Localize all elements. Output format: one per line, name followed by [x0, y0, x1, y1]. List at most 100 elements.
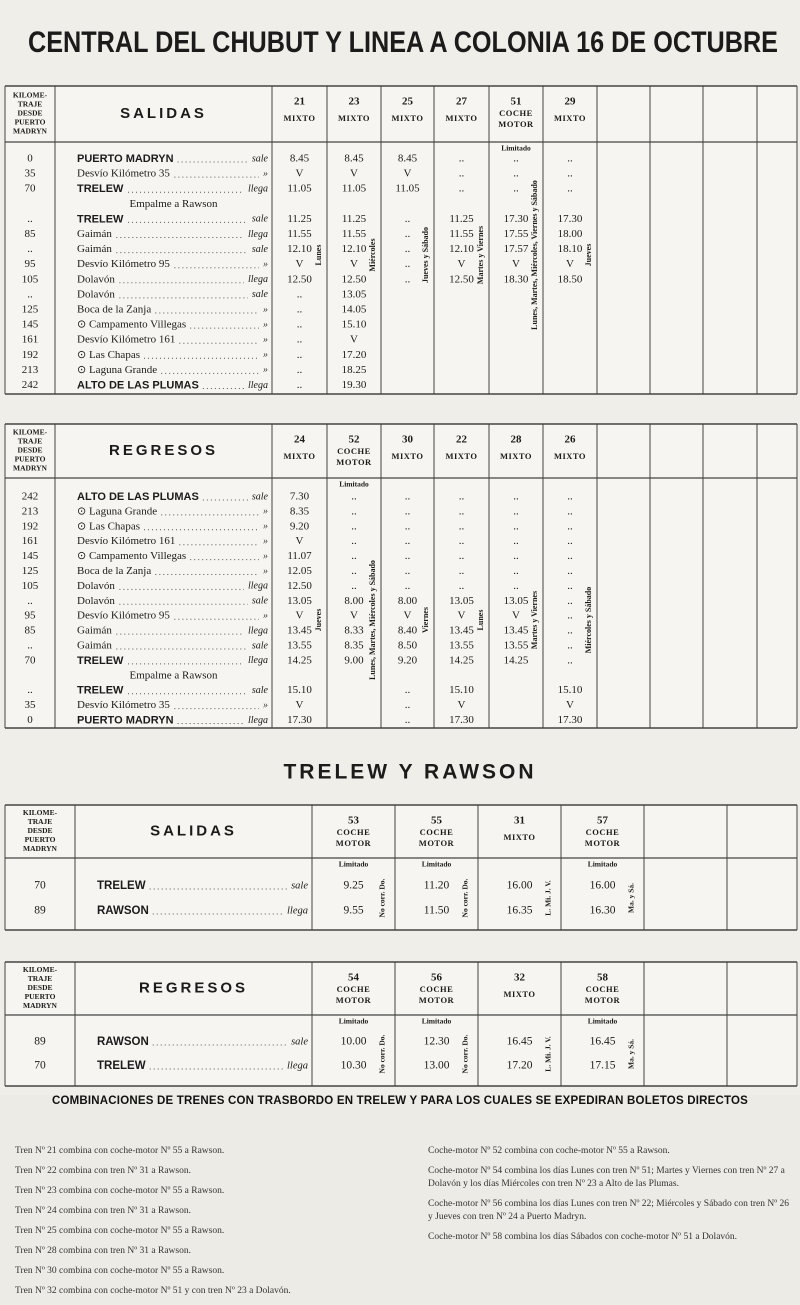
table-heading: SALIDAS — [120, 105, 207, 122]
km-header: KILOME- — [23, 808, 58, 817]
combination-item: Tren Nº 22 combina con tren Nº 31 a Raws… — [15, 1166, 191, 1176]
table-bg — [5, 86, 797, 394]
station-name: Dolavón — [77, 273, 115, 285]
station-name: TRELEW — [77, 213, 124, 225]
km-value: 192 — [22, 349, 39, 361]
time-cell: .. — [459, 535, 465, 547]
station-action: sale — [252, 153, 269, 164]
station-action: » — [263, 365, 268, 376]
time-cell: V — [350, 334, 358, 346]
station-action: sale — [291, 880, 308, 891]
train-kind: MOTOR — [336, 457, 372, 467]
km-header: TRAJE — [28, 817, 53, 826]
train-number: 25 — [402, 96, 414, 108]
station-name: Gaimán — [77, 625, 112, 637]
table-bg — [5, 424, 797, 728]
km-value: 95 — [25, 258, 37, 270]
table-bg — [5, 962, 797, 1086]
station-action: » — [263, 334, 268, 345]
time-cell: 13.55 — [449, 640, 474, 652]
limit-label: Limitado — [588, 1017, 618, 1026]
time-cell: .. — [567, 505, 573, 517]
time-cell: .. — [405, 243, 411, 255]
time-cell: .. — [513, 168, 519, 180]
station-name: TRELEW — [77, 685, 124, 697]
station-name: TRELEW — [97, 880, 146, 892]
time-cell: 7.30 — [290, 491, 310, 503]
time-cell: 17.30 — [558, 714, 583, 726]
train-kind: MIXTO — [445, 113, 477, 123]
station-name: Desvío Kilómetro 161 — [77, 334, 175, 346]
station-name: TRELEW — [97, 1060, 146, 1072]
km-value: 145 — [22, 550, 39, 562]
train-kind: MIXTO — [391, 451, 423, 461]
time-cell: 12.50 — [287, 580, 312, 592]
time-cell: .. — [351, 565, 357, 577]
train-number: 28 — [511, 434, 523, 446]
time-cell: .. — [513, 520, 519, 532]
km-value: 70 — [25, 183, 37, 195]
time-cell: 17.30 — [287, 714, 312, 726]
station-action: llega — [248, 229, 268, 240]
km-header: PUERTO — [15, 118, 46, 127]
service-note: Miércoles y Sábado — [584, 587, 593, 654]
time-cell: .. — [567, 654, 573, 666]
service-note: Martes y Viernes — [476, 226, 485, 284]
time-cell: .. — [405, 714, 411, 726]
time-cell: .. — [459, 153, 465, 165]
combination-item: Tren Nº 25 combina con coche-motor Nº 55… — [15, 1226, 225, 1236]
station-action: llega — [287, 1060, 308, 1071]
service-note: Lunes — [476, 610, 485, 631]
time-cell: .. — [351, 491, 357, 503]
combination-item: Tren Nº 30 combina con coche-motor Nº 55… — [15, 1266, 225, 1276]
combination-item: Coche-motor Nº 56 combina los días Lunes… — [428, 1199, 790, 1222]
limit-label: Limitado — [339, 860, 369, 869]
time-cell: 18.25 — [342, 364, 367, 376]
service-note: Lunes, Martes, Miércoles y Sábado — [368, 560, 377, 680]
train-kind: COCHE — [420, 827, 454, 837]
train-number: 57 — [597, 815, 609, 827]
time-cell: 13.05 — [504, 595, 529, 607]
km-value: 70 — [34, 880, 46, 892]
station-action: sale — [252, 640, 269, 651]
km-header: DESDE — [27, 983, 52, 992]
timetable: CENTRAL DEL CHUBUT Y LINEA A COLONIA 16 … — [4, 25, 798, 1087]
time-cell: .. — [459, 520, 465, 532]
time-cell: 9.20 — [398, 654, 418, 666]
station-name: RAWSON — [97, 1036, 149, 1048]
limit-label: Limitado — [339, 1017, 369, 1026]
service-note: Ma. y Sá. — [627, 1039, 636, 1069]
main-title: CENTRAL DEL CHUBUT Y LINEA A COLONIA 16 … — [28, 26, 778, 59]
station-action: » — [263, 506, 268, 517]
km-header: DESDE — [17, 109, 42, 118]
station-name: Gaimán — [77, 243, 112, 255]
time-cell: .. — [513, 580, 519, 592]
station-name: ⊙ Laguna Grande — [77, 364, 157, 376]
time-cell: 11.25 — [342, 213, 367, 225]
time-cell: 8.45 — [290, 153, 310, 165]
time-cell: 14.25 — [287, 654, 312, 666]
service-note: No corr. Do. — [461, 1034, 470, 1073]
time-cell: .. — [405, 491, 411, 503]
km-value: 105 — [22, 273, 39, 285]
junction-label: Empalme a Rawson — [130, 669, 218, 681]
train-kind: COCHE — [337, 984, 371, 994]
km-value: .. — [27, 213, 33, 225]
limit-label: Limitado — [422, 1017, 452, 1026]
time-cell: 18.30 — [504, 273, 529, 285]
time-cell: 16.45 — [507, 1036, 533, 1048]
km-value: 125 — [22, 565, 39, 577]
km-value: 70 — [25, 654, 37, 666]
km-value: 89 — [34, 905, 46, 917]
km-value: 213 — [22, 364, 39, 376]
combination-item: Tren Nº 32 combina con coche-motor Nº 51… — [15, 1286, 291, 1296]
service-note: Martes y Viernes — [530, 591, 539, 649]
km-value: 85 — [25, 625, 37, 637]
station-action: sale — [252, 214, 269, 225]
time-cell: 17.20 — [507, 1060, 533, 1072]
time-cell: .. — [567, 595, 573, 607]
time-cell: 12.05 — [287, 565, 312, 577]
time-cell: .. — [513, 505, 519, 517]
limit-label: Limitado — [588, 860, 618, 869]
section-title: TRELEW Y RAWSON — [283, 761, 536, 784]
